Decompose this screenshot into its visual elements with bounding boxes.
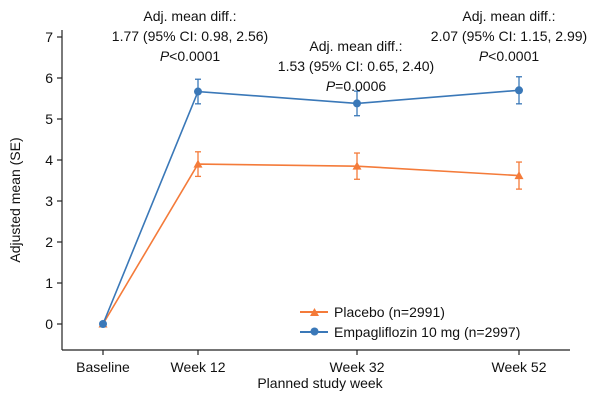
x-tick-label: Week 12	[171, 359, 226, 375]
annotation-week12: Adj. mean diff.: 1.77 (95% CI: 0.98, 2.5…	[90, 6, 290, 66]
annotation-title: Adj. mean diff.:	[309, 38, 403, 54]
annotation-p: P=0.0006	[256, 76, 456, 96]
x-axis-label: Planned study week	[257, 375, 383, 391]
circle-marker-icon	[300, 322, 328, 342]
data-point	[353, 99, 361, 108]
series-empagliflozin	[99, 76, 523, 328]
triangle-marker-icon	[300, 302, 328, 322]
annotation-week32: Adj. mean diff.: 1.53 (95% CI: 0.65, 2.4…	[256, 36, 456, 96]
annotation-title: Adj. mean diff.:	[143, 8, 237, 24]
chart-axes	[61, 30, 570, 351]
series-line	[102, 89, 520, 325]
y-tick-label: 7	[45, 29, 53, 45]
data-point	[99, 320, 107, 328]
p-value: =0.0006	[335, 78, 387, 94]
y-axis-ticks: 0 1 2 3 4 5 6 7	[45, 29, 62, 332]
y-tick-label: 1	[45, 275, 53, 291]
p-symbol: P	[478, 48, 489, 64]
annotation-title: Adj. mean diff.:	[462, 8, 556, 24]
x-tick-label: Week 32	[330, 359, 385, 375]
y-tick-label: 2	[45, 234, 53, 250]
y-tick-label: 4	[45, 152, 53, 168]
chart-legend: Placebo (n=2991) Empagliflozin 10 mg (n=…	[300, 302, 520, 342]
series-line	[102, 163, 520, 325]
x-tick-label: Baseline	[76, 359, 130, 375]
annotation-ci: 1.77 (95% CI: 0.98, 2.56)	[111, 28, 269, 44]
x-axis-ticks: Baseline Week 12 Week 32 Week 52	[76, 350, 547, 375]
legend-label: Placebo (n=2991)	[334, 304, 445, 320]
annotation-p: P<0.0001	[90, 46, 290, 66]
p-symbol: P	[325, 78, 336, 94]
legend-item-placebo: Placebo (n=2991)	[300, 302, 520, 322]
p-symbol: P	[159, 48, 170, 64]
annotation-week52: Adj. mean diff.: 2.07 (95% CI: 1.15, 2.9…	[409, 6, 599, 66]
y-tick-label: 3	[45, 193, 53, 209]
p-value: <0.0001	[488, 48, 540, 64]
data-point	[193, 159, 203, 168]
annotation-ci: 2.07 (95% CI: 1.15, 2.99)	[430, 28, 588, 44]
data-point	[352, 161, 362, 170]
legend-item-empagliflozin: Empagliflozin 10 mg (n=2997)	[300, 322, 520, 342]
data-point	[515, 86, 523, 95]
series-layer	[98, 76, 524, 328]
y-tick-label: 0	[45, 316, 53, 332]
annotation-p: P<0.0001	[409, 46, 599, 66]
x-tick-label: Week 52	[492, 359, 547, 375]
y-tick-label: 6	[45, 70, 53, 86]
data-point	[514, 171, 524, 180]
data-point	[194, 87, 202, 96]
legend-label: Empagliflozin 10 mg (n=2997)	[334, 324, 521, 340]
y-axis-label: Adjusted mean (SE)	[7, 137, 23, 262]
p-value: <0.0001	[169, 48, 221, 64]
y-tick-label: 5	[45, 111, 53, 127]
annotation-ci: 1.53 (95% CI: 0.65, 2.40)	[277, 58, 435, 74]
